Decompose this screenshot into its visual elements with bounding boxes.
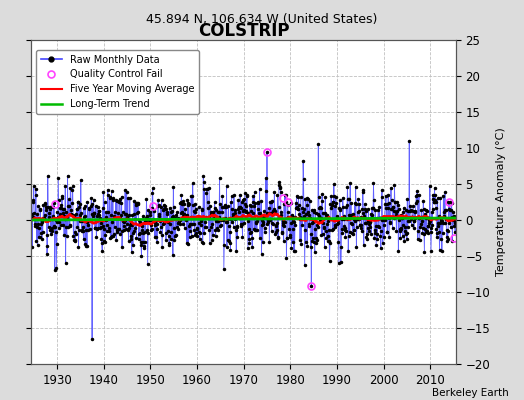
Legend: Raw Monthly Data, Quality Control Fail, Five Year Moving Average, Long-Term Tren: Raw Monthly Data, Quality Control Fail, … xyxy=(36,50,199,114)
Text: Berkeley Earth: Berkeley Earth xyxy=(432,388,508,398)
Title: COLSTRIP: COLSTRIP xyxy=(198,22,289,40)
Text: 45.894 N, 106.634 W (United States): 45.894 N, 106.634 W (United States) xyxy=(146,13,378,26)
Y-axis label: Temperature Anomaly (°C): Temperature Anomaly (°C) xyxy=(496,128,506,276)
